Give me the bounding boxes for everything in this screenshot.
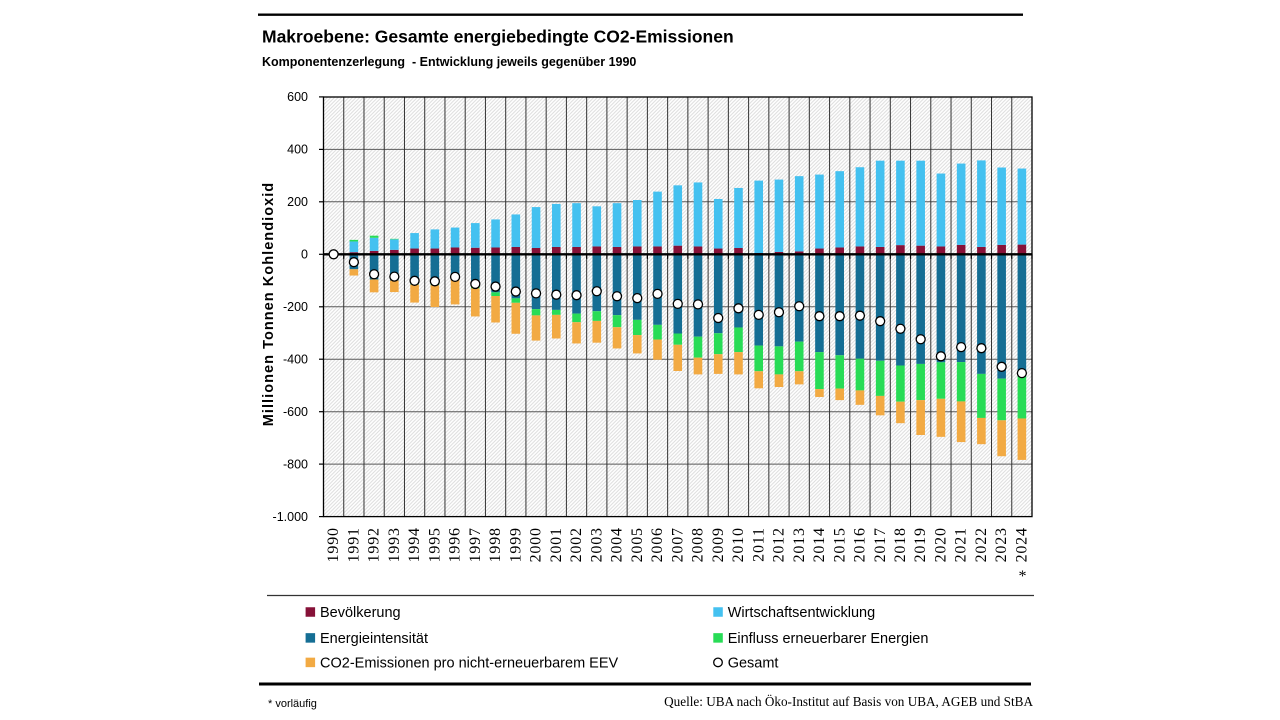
svg-text:-800: -800	[283, 457, 308, 471]
svg-text:2021: 2021	[953, 527, 970, 562]
svg-text:Makroebene: Gesamte energiebed: Makroebene: Gesamte energiebedingte CO2-…	[262, 27, 734, 47]
svg-text:2013: 2013	[791, 527, 808, 562]
svg-text:2018: 2018	[892, 527, 909, 562]
svg-text:2022: 2022	[973, 527, 990, 562]
svg-text:-600: -600	[283, 405, 308, 419]
svg-text:1998: 1998	[487, 527, 504, 562]
svg-text:-200: -200	[283, 300, 308, 314]
svg-text:Wirtschaftsentwicklung: Wirtschaftsentwicklung	[728, 605, 875, 621]
svg-text:Komponentenzerlegung - Entwic: Komponentenzerlegung - Entwicklung jewei…	[262, 55, 636, 69]
svg-text:*: *	[1019, 568, 1027, 585]
svg-text:Gesamt: Gesamt	[728, 656, 779, 672]
svg-text:400: 400	[287, 143, 308, 157]
svg-text:-400: -400	[283, 353, 308, 367]
svg-text:2002: 2002	[568, 527, 585, 562]
svg-text:2019: 2019	[912, 527, 929, 562]
svg-text:2000: 2000	[528, 527, 545, 562]
svg-text:1996: 1996	[447, 527, 464, 562]
svg-text:2003: 2003	[588, 527, 605, 562]
svg-text:2012: 2012	[771, 527, 788, 562]
svg-text:-1.000: -1.000	[273, 510, 308, 524]
svg-text:2007: 2007	[669, 527, 686, 562]
svg-text:2011: 2011	[750, 527, 767, 562]
svg-text:CO2-Emissionen pro nicht-erneu: CO2-Emissionen pro nicht-erneuerbarem EE…	[320, 656, 619, 672]
svg-text:1994: 1994	[406, 527, 423, 562]
svg-text:1992: 1992	[366, 527, 383, 562]
svg-text:1999: 1999	[507, 527, 524, 562]
svg-text:600: 600	[287, 90, 308, 104]
svg-text:2009: 2009	[710, 527, 727, 562]
svg-text:2024: 2024	[1013, 527, 1030, 562]
svg-text:2010: 2010	[730, 527, 747, 562]
svg-text:2014: 2014	[811, 527, 828, 562]
svg-text:1991: 1991	[345, 527, 362, 562]
svg-text:* vorläufig: * vorläufig	[268, 698, 317, 710]
svg-text:Bevölkerung: Bevölkerung	[320, 605, 401, 621]
svg-text:Millionen Tonnen Kohlendioxid: Millionen Tonnen Kohlendioxid	[261, 182, 277, 426]
svg-text:2015: 2015	[831, 527, 848, 562]
svg-text:2020: 2020	[933, 527, 950, 562]
svg-text:0: 0	[301, 248, 308, 262]
svg-text:2023: 2023	[993, 527, 1010, 562]
svg-text:200: 200	[287, 195, 308, 209]
svg-text:Energieintensität: Energieintensität	[320, 631, 428, 647]
svg-text:Quelle: UBA nach Öko-Institut: Quelle: UBA nach Öko-Institut auf Basis …	[664, 694, 1033, 709]
svg-text:2005: 2005	[629, 527, 646, 562]
svg-text:2016: 2016	[852, 527, 869, 562]
svg-text:2004: 2004	[609, 527, 626, 562]
svg-text:2006: 2006	[649, 527, 666, 562]
svg-text:1990: 1990	[325, 527, 342, 562]
svg-text:2001: 2001	[548, 527, 565, 562]
svg-text:1995: 1995	[426, 527, 443, 562]
svg-text:2017: 2017	[872, 527, 889, 562]
svg-text:1993: 1993	[386, 527, 403, 562]
svg-text:1997: 1997	[467, 527, 484, 562]
svg-text:2008: 2008	[690, 527, 707, 562]
svg-text:Einfluss erneuerbarer Energien: Einfluss erneuerbarer Energien	[728, 631, 929, 647]
